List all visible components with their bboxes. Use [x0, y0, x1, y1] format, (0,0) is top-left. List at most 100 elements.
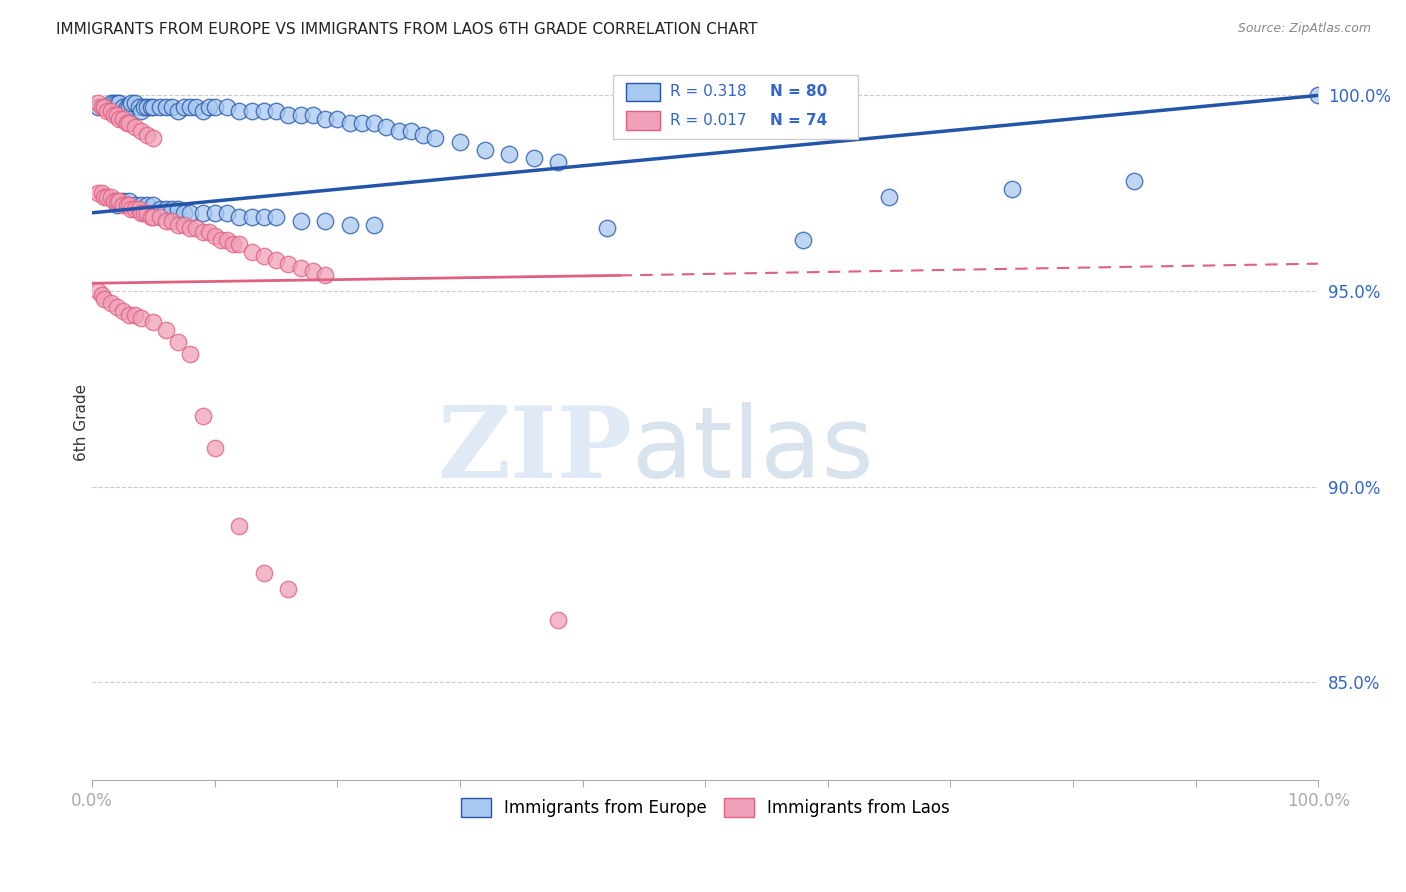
Point [209, 233, 232, 247]
Point [100, 103, 122, 118]
Point [160, 202, 183, 216]
Point [173, 206, 195, 220]
Point [314, 112, 336, 126]
Point [142, 198, 165, 212]
Point [142, 100, 165, 114]
Point [1001, 182, 1024, 196]
Point [118, 116, 141, 130]
Point [449, 136, 471, 150]
Point [326, 112, 349, 126]
Point [111, 194, 134, 208]
Point [91, 100, 114, 114]
Point [167, 103, 190, 118]
Point [228, 210, 250, 224]
Point [111, 112, 134, 126]
Point [118, 194, 141, 208]
Point [129, 311, 152, 326]
Point [179, 100, 201, 114]
Point [96, 103, 118, 118]
Point [877, 190, 900, 204]
Point [191, 409, 214, 424]
Point [186, 100, 208, 114]
Point [215, 100, 238, 114]
Point [139, 210, 162, 224]
Point [155, 202, 177, 216]
Point [167, 334, 190, 349]
Point [91, 288, 114, 302]
Point [191, 206, 214, 220]
Point [129, 123, 152, 137]
Point [128, 202, 150, 216]
Point [87, 96, 110, 111]
Text: ZIP: ZIP [437, 402, 631, 500]
Point [155, 100, 177, 114]
Point [108, 112, 131, 126]
Point [167, 202, 190, 216]
Point [155, 323, 177, 337]
Point [547, 613, 569, 627]
Point [105, 194, 128, 208]
Point [142, 131, 165, 145]
Point [136, 128, 159, 142]
Point [277, 257, 299, 271]
Point [160, 100, 183, 114]
Point [1308, 88, 1330, 103]
Point [129, 206, 152, 220]
Point [277, 108, 299, 122]
FancyBboxPatch shape [613, 75, 859, 139]
Text: N = 74: N = 74 [770, 113, 828, 128]
FancyBboxPatch shape [626, 83, 659, 102]
Point [142, 315, 165, 329]
Point [264, 252, 287, 267]
Point [179, 347, 201, 361]
Point [302, 108, 325, 122]
Point [173, 218, 195, 232]
Point [314, 213, 336, 227]
Point [93, 100, 115, 114]
Point [264, 210, 287, 224]
Point [596, 221, 619, 235]
Point [204, 229, 226, 244]
Point [179, 221, 201, 235]
Point [87, 100, 110, 114]
Point [128, 100, 150, 114]
Point [253, 249, 276, 263]
Point [253, 103, 276, 118]
Point [124, 198, 146, 212]
Point [204, 206, 226, 220]
Point [240, 210, 263, 224]
Point [124, 120, 146, 134]
Point [253, 566, 276, 580]
Point [120, 202, 142, 216]
Point [197, 225, 219, 239]
Point [100, 190, 122, 204]
Point [498, 147, 520, 161]
Y-axis label: 6th Grade: 6th Grade [73, 384, 89, 461]
FancyBboxPatch shape [626, 112, 659, 130]
Point [228, 103, 250, 118]
Point [290, 213, 312, 227]
Point [111, 303, 134, 318]
Point [215, 233, 238, 247]
Point [240, 103, 263, 118]
Point [105, 300, 128, 314]
Point [186, 221, 208, 235]
Point [149, 202, 172, 216]
Point [363, 218, 385, 232]
Point [399, 123, 422, 137]
Point [167, 218, 190, 232]
Point [124, 308, 146, 322]
Point [240, 244, 263, 259]
Point [149, 100, 172, 114]
Point [277, 582, 299, 596]
Point [474, 143, 496, 157]
Point [388, 123, 411, 137]
Point [93, 292, 115, 306]
Point [118, 308, 141, 322]
Point [350, 116, 373, 130]
Point [363, 116, 385, 130]
Point [155, 213, 177, 227]
Point [339, 218, 361, 232]
Point [522, 151, 544, 165]
Point [87, 284, 110, 298]
